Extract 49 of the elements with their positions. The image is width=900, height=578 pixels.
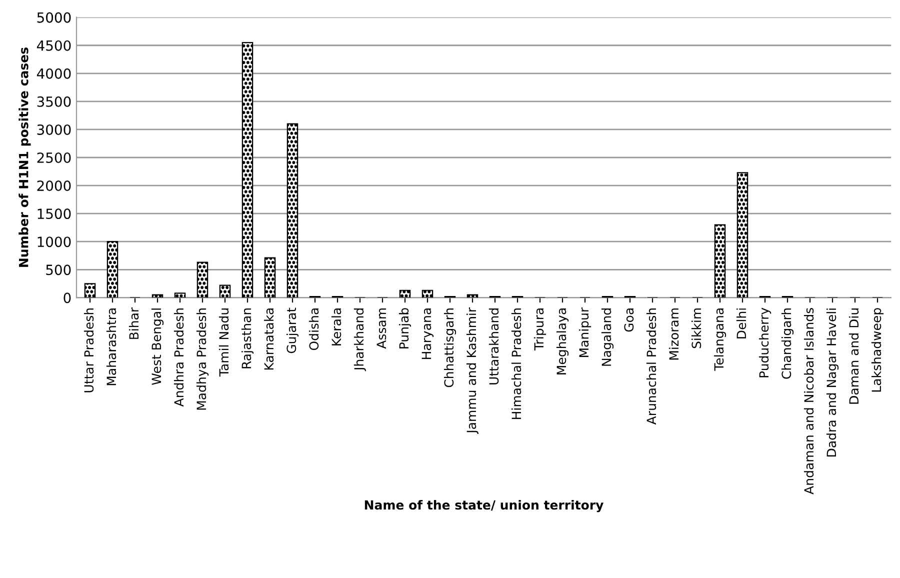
x-tick-label: Manipur: [578, 307, 592, 357]
x-tick-label: Dadra and Nagar Haveli: [826, 308, 839, 456]
x-tick-label: Rajasthan: [241, 308, 254, 368]
x-tick-label: Goa: [624, 308, 634, 332]
x-tick-label: Karnataka: [264, 308, 274, 370]
y-tick-label: 3500: [37, 96, 71, 107]
y-tick-label: 2000: [37, 180, 71, 192]
y-axis-title: Number of H1N1 positive cases: [18, 48, 31, 267]
x-tick-label: Himachal Pradesh: [511, 308, 522, 419]
x-tick-label: Kerala: [331, 308, 342, 346]
x-tick-label: Bihar: [128, 307, 139, 339]
x-tick-label: Chandigarh: [781, 308, 794, 379]
x-tick-label: Tripura: [534, 308, 546, 350]
y-tick-label: 1500: [38, 208, 71, 220]
x-tick-label: Uttarakhand: [488, 308, 499, 384]
x-tick-label: Mizoram: [668, 308, 679, 360]
x-tick-label: Daman and Diu: [848, 308, 859, 404]
y-tick-label: 1000: [38, 236, 71, 248]
x-axis-title: Name of the state/ union territory: [364, 500, 604, 512]
x-tick-label: Sikkim: [691, 308, 702, 348]
y-tick-label: 5000: [37, 12, 71, 23]
x-tick-label: Delhi: [736, 308, 746, 338]
x-tick-label: Nagaland: [601, 308, 614, 366]
x-tick-label: Puducherry: [758, 308, 772, 378]
x-tick-label: Assam: [376, 308, 386, 349]
y-tick-label: 4500: [36, 40, 71, 51]
x-tick-label: Chhattisgarh: [444, 308, 456, 388]
x-tick-label: Uttar Pradesh: [84, 308, 94, 392]
y-tick-label: 3000: [37, 124, 71, 135]
y-tick-label: 4000: [36, 68, 71, 79]
x-tick-label: Andaman and Nicobar Islands: [804, 308, 814, 494]
y-tick-label: 500: [46, 264, 71, 276]
x-tick-label: Maharashtra: [106, 308, 116, 386]
x-tick-label: Lakshadweep: [871, 308, 884, 392]
x-tick-label: Madhya Pradesh: [196, 308, 209, 410]
x-tick-label: Odisha: [308, 308, 319, 350]
x-tick-label: Arunachal Pradesh: [646, 308, 656, 425]
x-tick-label: Meghalaya: [556, 308, 569, 374]
x-tick-label: Haryana: [422, 308, 434, 360]
x-tick-label: Tamil Nadu: [218, 308, 229, 377]
y-tick-label: 0: [64, 292, 71, 304]
x-tick-label: Telangana: [714, 308, 726, 371]
y-tick-label: 2500: [37, 152, 71, 163]
x-tick-label: Jharkhand: [354, 308, 366, 372]
x-tick-label: Andhra Pradesh: [174, 308, 184, 407]
x-tick-label: Punjab: [398, 308, 412, 348]
x-tick-label: West Bengal: [151, 308, 164, 385]
x-tick-label: Jammu and Kashmir: [466, 307, 478, 434]
x-tick-label: Gujarat: [286, 308, 299, 354]
